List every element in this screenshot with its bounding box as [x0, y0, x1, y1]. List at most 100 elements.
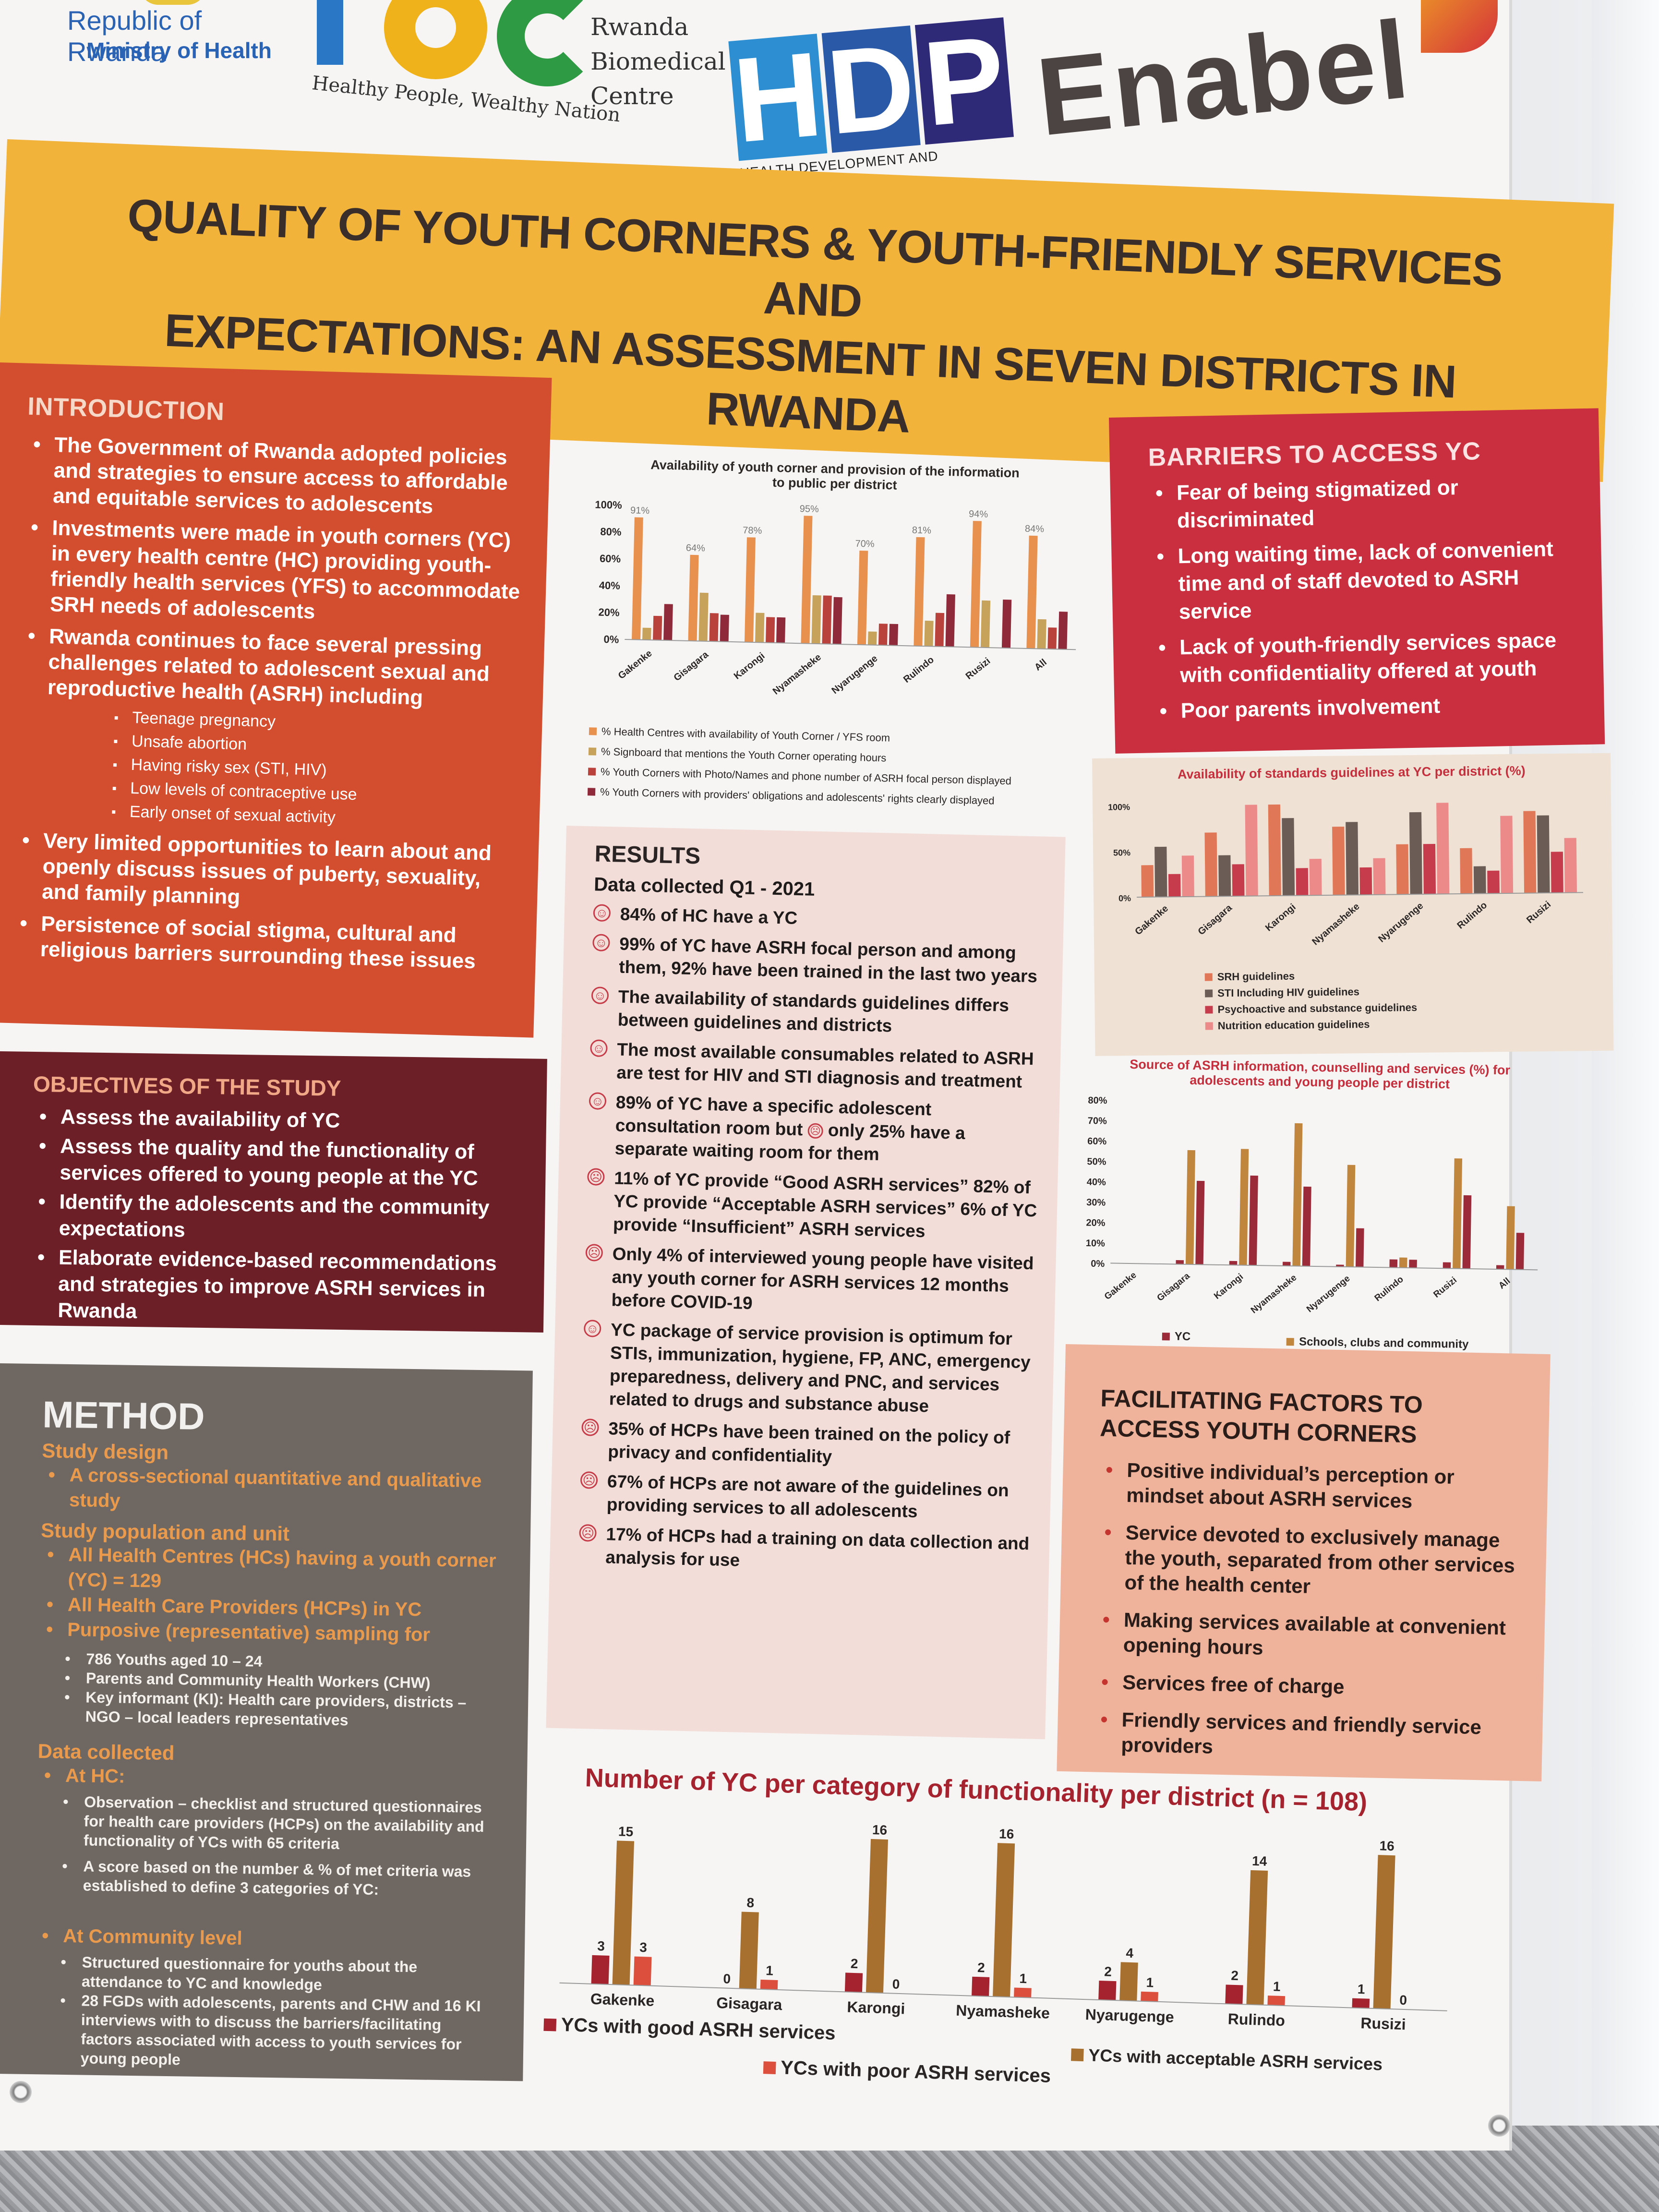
chart-bar [1225, 1984, 1243, 2005]
enabel-logo: Enabel [1031, 0, 1416, 159]
legend-swatch [1205, 1022, 1213, 1030]
hdp-letter-h: H [728, 26, 828, 168]
bar-value-label: 0 [723, 1971, 731, 1986]
y-tick-label: 0% [1091, 1259, 1105, 1269]
bar-value-label: 1 [1273, 1979, 1281, 1994]
legend-label: SRH guidelines [1217, 970, 1295, 983]
chart-bar [1296, 868, 1309, 896]
community-bullet: Structured questionnaire for youths abou… [54, 1952, 496, 1997]
category-label: All [1497, 1276, 1512, 1291]
chart-bar [1176, 1260, 1184, 1264]
chart-bar [1399, 1257, 1407, 1268]
chart-bar [1168, 874, 1181, 897]
legend-label: % Health Centres with availability of Yo… [601, 725, 890, 744]
objective-bullet: Identify the adolescents and the communi… [31, 1189, 521, 1248]
y-tick-label: 40% [599, 579, 621, 592]
legend-item: SRH guidelines [1204, 969, 1417, 984]
category-label: Nyamasheke [1249, 1273, 1298, 1316]
chart-bar [1506, 1206, 1515, 1270]
chart-bar [1229, 1261, 1238, 1265]
chart-bar [720, 614, 729, 642]
bar-value-label: 0 [1399, 1993, 1407, 2008]
chart-bar [1249, 1175, 1258, 1266]
legend-swatch [588, 768, 596, 776]
chart-bar [1373, 858, 1386, 895]
sampling-bullet: Key informant (KI): Health care provider… [57, 1687, 499, 1732]
chart-bar [801, 516, 813, 644]
chart-bar [653, 615, 662, 640]
chart-bar [1141, 1991, 1158, 2002]
hdp-letter-p: P [914, 11, 1014, 151]
intro-bullet: Investments were made in youth corners (… [22, 515, 524, 630]
chart-bar [972, 1976, 990, 1996]
smiley-face-icon: ☺ [589, 1092, 607, 1110]
chart-bar [633, 1956, 652, 1986]
bar-value-label: 16 [999, 1826, 1014, 1841]
y-tick-label: 80% [1088, 1095, 1107, 1106]
grommet [1488, 2115, 1510, 2137]
category-label: Gisagara [716, 1994, 782, 2013]
category-label: Gakenke [1133, 903, 1170, 937]
legend-label: % Youth Corners with Photo/Names and pho… [600, 765, 1012, 787]
x-axis-line [1110, 1262, 1538, 1271]
barrier-bullet: Poor parents involvement [1153, 689, 1585, 725]
chart-bar [1037, 619, 1046, 649]
chart-bar [1355, 1228, 1364, 1267]
result-text: 84% of HC have a YC [620, 904, 798, 928]
barrier-bullet: Fear of being stigmatized or discriminat… [1149, 471, 1582, 535]
objective-bullet: Assess the quality and the functionality… [32, 1133, 522, 1192]
rwanda-logo-line2: Ministry of Health [86, 38, 272, 63]
chart-bar [993, 1843, 1015, 1997]
legend-item: Nutrition education guidelines [1205, 1018, 1418, 1033]
legend-item: % Youth Corners with providers' obligati… [587, 785, 1011, 807]
data-label: 64% [686, 543, 706, 554]
results-panel: RESULTS Data collected Q1 - 2021 ☺ 84% of… [546, 826, 1066, 1740]
rbc-logo: Healthy People, Wealthy Nation Rwanda Bi… [311, 0, 734, 158]
chart-bar [739, 1911, 759, 1989]
legend-item: % Signboard that mentions the Youth Corn… [588, 745, 1012, 767]
enabel-mark-icon [1421, 0, 1498, 53]
smiley-face-icon: ☺ [592, 934, 610, 952]
results-data-collected: Data collected Q1 - 2021 [593, 874, 815, 900]
at-hc-bullet: A score based on the number & % of met c… [55, 1856, 497, 1901]
result-item: ☺ The most available consumables related … [589, 1037, 1042, 1094]
rbc-r-shape [317, 0, 343, 65]
chart-bar [1423, 844, 1436, 894]
chart-bar [889, 624, 899, 646]
x-axis-line [559, 1982, 1447, 2011]
legend-label: Nutrition education guidelines [1217, 1018, 1370, 1032]
chart-bar [1309, 859, 1322, 896]
chart-bar [1537, 815, 1550, 893]
chart-bar [1141, 865, 1154, 897]
facilitating-bullet: Service devoted to exclusively manage th… [1096, 1519, 1520, 1603]
chart-bar [1523, 811, 1537, 893]
bar-value-label: 0 [892, 1976, 900, 1991]
sad-face-icon: ☹ [579, 1524, 597, 1542]
guidelines-legend: SRH guidelines STI Including HIV guideli… [1204, 969, 1418, 1033]
legend-swatch [588, 747, 597, 756]
legend-label: YCs with poor ASRH services [780, 2057, 1051, 2087]
legend-label: STI Including HIV guidelines [1217, 986, 1360, 999]
chart-bar [1389, 1259, 1398, 1268]
y-tick-label: 40% [1087, 1177, 1106, 1188]
category-label: Karongi [1212, 1272, 1245, 1301]
rwanda-logo-line1: Republic of Rwanda [67, 5, 202, 67]
bar-value-label: 2 [977, 1960, 986, 1975]
community-label: At Community level [35, 1923, 496, 1954]
intro-bullet: Rwanda continues to face several pressin… [16, 623, 520, 834]
rbc-tagline: Healthy People, Wealthy Nation [311, 72, 622, 127]
result-item: ☺ The availability of standards guideline… [590, 985, 1043, 1041]
data-label: 91% [630, 505, 650, 516]
rwanda-ministry-logo: Republic of Rwanda Ministry of Health [58, 0, 307, 110]
chart-bar [1245, 805, 1258, 896]
category-label: Nyarugenge [1305, 1274, 1352, 1315]
population-bullet: All Health Centres (HCs) having a youth … [40, 1542, 501, 1598]
legend-item: YCs with poor ASRH services [763, 2056, 1051, 2087]
category-label: Nyarugenge [1085, 2006, 1174, 2026]
y-tick-label: 0% [1118, 893, 1131, 903]
category-label: Gisagara [672, 649, 710, 683]
chart-bar [1460, 848, 1473, 894]
chart-bar [1181, 855, 1194, 897]
chart-bar [1026, 535, 1038, 649]
result-item: ☺ 84% of HC have a YC [593, 902, 1045, 935]
